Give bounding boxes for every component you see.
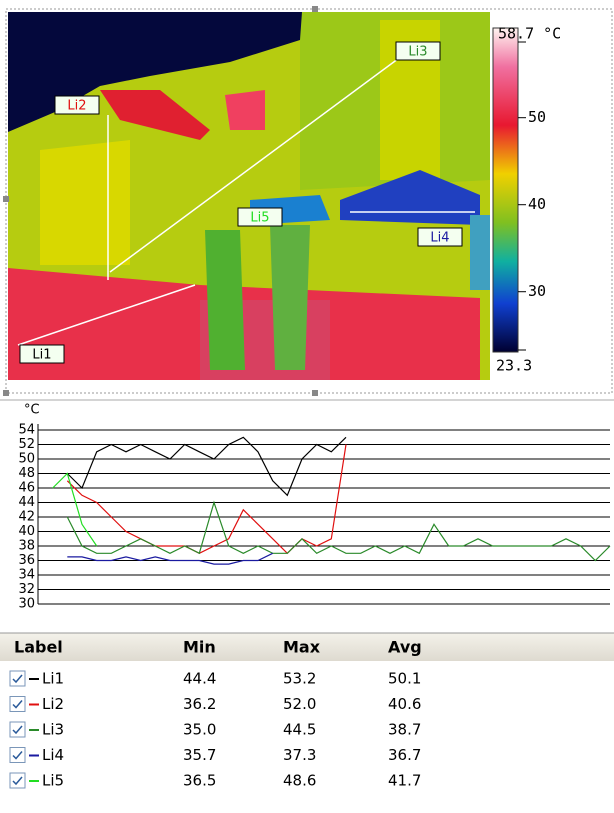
handle: [3, 390, 9, 396]
table-cell: 38.7: [388, 721, 421, 739]
row-label: Li5: [42, 772, 64, 790]
y-tick-label: 40: [18, 524, 35, 539]
checkmark: [12, 725, 23, 735]
series-line: [66, 436, 347, 497]
table-header: Max: [283, 638, 321, 657]
table-cell: 52.0: [283, 695, 316, 713]
checkmark: [12, 776, 23, 786]
y-tick-label: 38: [18, 539, 35, 554]
series-line: [67, 552, 273, 565]
series-line: [52, 472, 98, 547]
y-tick-label: 44: [18, 495, 35, 510]
handle: [312, 390, 318, 396]
checkbox[interactable]: [9, 696, 26, 712]
y-tick-label: 32: [18, 582, 35, 597]
y-tick-label: 50: [18, 452, 35, 467]
row-label: Li2: [42, 695, 64, 713]
table-cell: 48.6: [283, 772, 316, 790]
series-line: [66, 444, 347, 555]
thermal-image: [8, 12, 490, 380]
handle: [3, 196, 9, 202]
table-cell: 35.0: [183, 721, 216, 739]
row-label: Li4: [42, 746, 64, 764]
line-label: Li5: [250, 211, 269, 226]
table-cell: 50.1: [388, 670, 421, 688]
handle: [312, 6, 318, 12]
checkbox[interactable]: [9, 772, 26, 789]
line-label-box: [19, 344, 65, 364]
row-label: Li3: [42, 721, 64, 739]
row-label: Li1: [42, 670, 64, 688]
table-cell: 35.7: [183, 746, 216, 764]
table-header: Avg: [388, 638, 422, 657]
y-tick-label: 36: [18, 553, 35, 568]
y-tick-label: 54: [18, 423, 35, 438]
checkbox[interactable]: [9, 721, 26, 738]
colorbar-tick-label: 40: [528, 195, 546, 213]
table-cell: 36.7: [388, 746, 421, 764]
table-cell: 44.4: [183, 670, 216, 688]
y-tick-label: 46: [18, 481, 35, 496]
colorbar-tick-label: 58.7 °C: [498, 25, 561, 43]
line-label: Li4: [430, 231, 449, 246]
colorbar-tick-label: 50: [528, 108, 546, 126]
y-tick-label: 30: [18, 597, 35, 612]
checkmark: [12, 751, 23, 760]
colorbar: [492, 27, 519, 353]
y-tick-label: 48: [18, 466, 35, 481]
table-header: Label: [14, 638, 63, 657]
colorbar-tick-label: 30: [528, 282, 546, 300]
table-cell: 44.5: [283, 721, 316, 739]
checkmark: [12, 700, 23, 709]
line-label-box: [237, 207, 283, 227]
y-tick-label: 42: [18, 510, 35, 525]
table-cell: 41.7: [388, 772, 421, 790]
y-tick-label: 34: [18, 568, 35, 583]
checkmark: [12, 674, 23, 684]
table-cell: 37.3: [283, 746, 316, 764]
line-label: Li1: [32, 348, 51, 363]
colorbar-tick-label: 23.3: [496, 357, 532, 375]
line-label: Li3: [408, 45, 427, 60]
table-cell: 53.2: [283, 670, 316, 688]
y-axis-label: °C: [24, 403, 40, 418]
line-label-box: [395, 41, 441, 61]
line-label: Li2: [67, 99, 86, 114]
table-header: Min: [183, 638, 216, 657]
table-cell: 36.2: [183, 695, 216, 713]
checkbox[interactable]: [9, 670, 26, 687]
line-label-box: [417, 227, 463, 247]
line-label-box: [54, 95, 100, 115]
table-header-bg: [0, 633, 614, 661]
series-line: [66, 500, 611, 562]
checkbox[interactable]: [9, 747, 26, 763]
y-tick-label: 52: [18, 437, 35, 452]
table-cell: 36.5: [183, 772, 216, 790]
table-cell: 40.6: [388, 695, 421, 713]
